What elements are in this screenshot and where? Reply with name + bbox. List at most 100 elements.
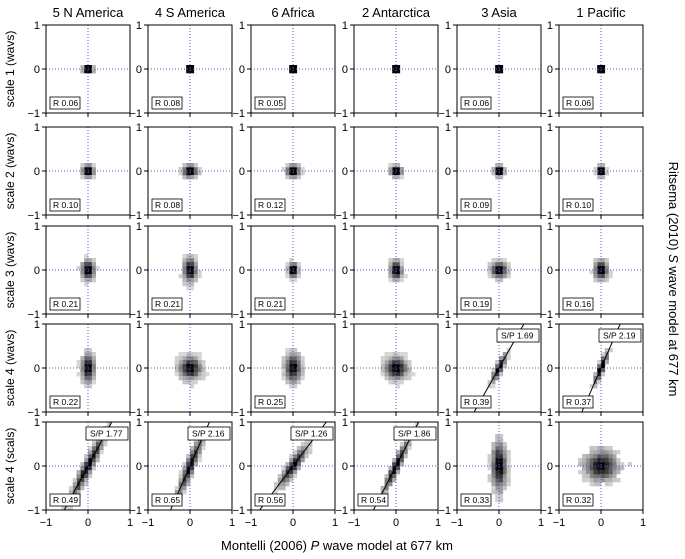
density-cell <box>604 274 609 279</box>
density-cell <box>84 171 89 176</box>
x-tick-label: −1 <box>40 517 53 529</box>
density-cell <box>186 356 191 361</box>
density-cell <box>91 278 96 283</box>
density-cell <box>91 446 96 451</box>
density-cell <box>585 470 590 475</box>
correlation-label: R 0.21 <box>258 299 283 309</box>
density-cell <box>197 364 202 369</box>
density-cell <box>396 466 401 471</box>
density-cell <box>193 171 198 176</box>
density-cell <box>293 372 298 377</box>
density-cell <box>186 167 191 172</box>
density-cell <box>589 384 594 389</box>
density-cell <box>388 274 393 279</box>
density-cell <box>392 364 397 369</box>
density-cell <box>399 262 404 267</box>
density-cell <box>399 454 404 459</box>
y-tick-label: 0 <box>445 363 451 375</box>
density-cell <box>601 458 606 463</box>
density-cell <box>506 482 511 487</box>
density-cell <box>186 266 191 271</box>
row-title: scale 3 (wavs) <box>3 232 17 309</box>
panel: −1 0 1 R 0.10 <box>540 122 644 222</box>
correlation-label: R 0.10 <box>53 200 78 210</box>
density-cell <box>396 376 401 381</box>
density-cell <box>597 482 602 487</box>
density-cell <box>495 270 500 275</box>
density-cell <box>612 466 617 471</box>
density-cell <box>593 446 598 451</box>
density-cell <box>296 262 301 267</box>
density-cell <box>396 270 401 275</box>
density-cell <box>80 482 85 487</box>
density-cell <box>499 470 504 475</box>
density-cell <box>608 474 613 479</box>
density-cell <box>593 270 598 275</box>
correlation-box <box>460 297 492 311</box>
density-cell <box>293 163 298 168</box>
density-cell <box>197 450 202 455</box>
density-cell <box>502 360 507 365</box>
density-cell <box>178 368 183 373</box>
density-cell <box>201 364 206 369</box>
density-cell <box>506 466 511 471</box>
y-tick-label: 1 <box>239 417 245 429</box>
density-cell <box>601 364 606 369</box>
density-cell <box>289 274 294 279</box>
density-cell <box>392 274 397 279</box>
density-cell <box>384 376 389 381</box>
density-cell <box>502 266 507 271</box>
y-tick-label: 1 <box>547 122 553 134</box>
density-cell <box>273 482 279 487</box>
density-cell <box>197 376 202 381</box>
y-tick-label: −1 <box>232 407 245 419</box>
density-cell <box>285 360 290 365</box>
column-title: 4 S America <box>155 5 226 20</box>
correlation-box <box>254 395 286 409</box>
density-cell <box>174 490 179 495</box>
density-cell <box>182 266 187 271</box>
density-cell <box>68 490 74 495</box>
y-tick-label: −1 <box>129 505 142 517</box>
density-cell <box>388 466 393 471</box>
density-cell <box>193 167 198 172</box>
panel: −1 0 1 R 0.19 <box>438 221 542 321</box>
density-cell <box>491 372 496 377</box>
y-tick-label: −1 <box>232 210 245 222</box>
density-cell <box>84 163 89 168</box>
y-tick-label: 1 <box>239 221 245 233</box>
density-cell <box>601 368 606 373</box>
x-tick-label: −1 <box>451 517 464 529</box>
density-cell <box>289 478 294 483</box>
density-cell <box>593 380 598 385</box>
density-cell <box>289 69 294 74</box>
y-tick-label: 1 <box>547 417 553 429</box>
density-cell <box>388 372 393 377</box>
density-cell <box>190 278 195 283</box>
y-tick-label: 0 <box>445 461 451 473</box>
correlation-label: R 0.21 <box>155 299 180 309</box>
density-cell <box>84 376 89 381</box>
density-cell <box>506 450 511 455</box>
density-cell <box>499 478 504 483</box>
density-cell <box>273 490 279 495</box>
density-cell <box>495 274 500 279</box>
density-cell <box>396 368 401 373</box>
density-cell <box>506 462 511 467</box>
density-cell <box>499 434 504 439</box>
panel: −1 0 1 R 0.10 <box>27 122 131 222</box>
density-cell <box>585 454 590 459</box>
density-cell <box>88 270 93 275</box>
density-cell <box>601 262 606 267</box>
density-cell <box>495 466 500 471</box>
density-cell <box>84 360 89 365</box>
density-cell <box>182 175 187 180</box>
density-cell <box>84 278 89 283</box>
correlation-label: R 0.21 <box>53 299 78 309</box>
density-cell <box>285 364 290 369</box>
density-cell <box>491 486 496 491</box>
density-cell <box>403 368 408 373</box>
panel: −1 0 1 R 0.09 <box>438 122 542 222</box>
correlation-box <box>49 96 81 110</box>
density-cell <box>186 454 191 459</box>
